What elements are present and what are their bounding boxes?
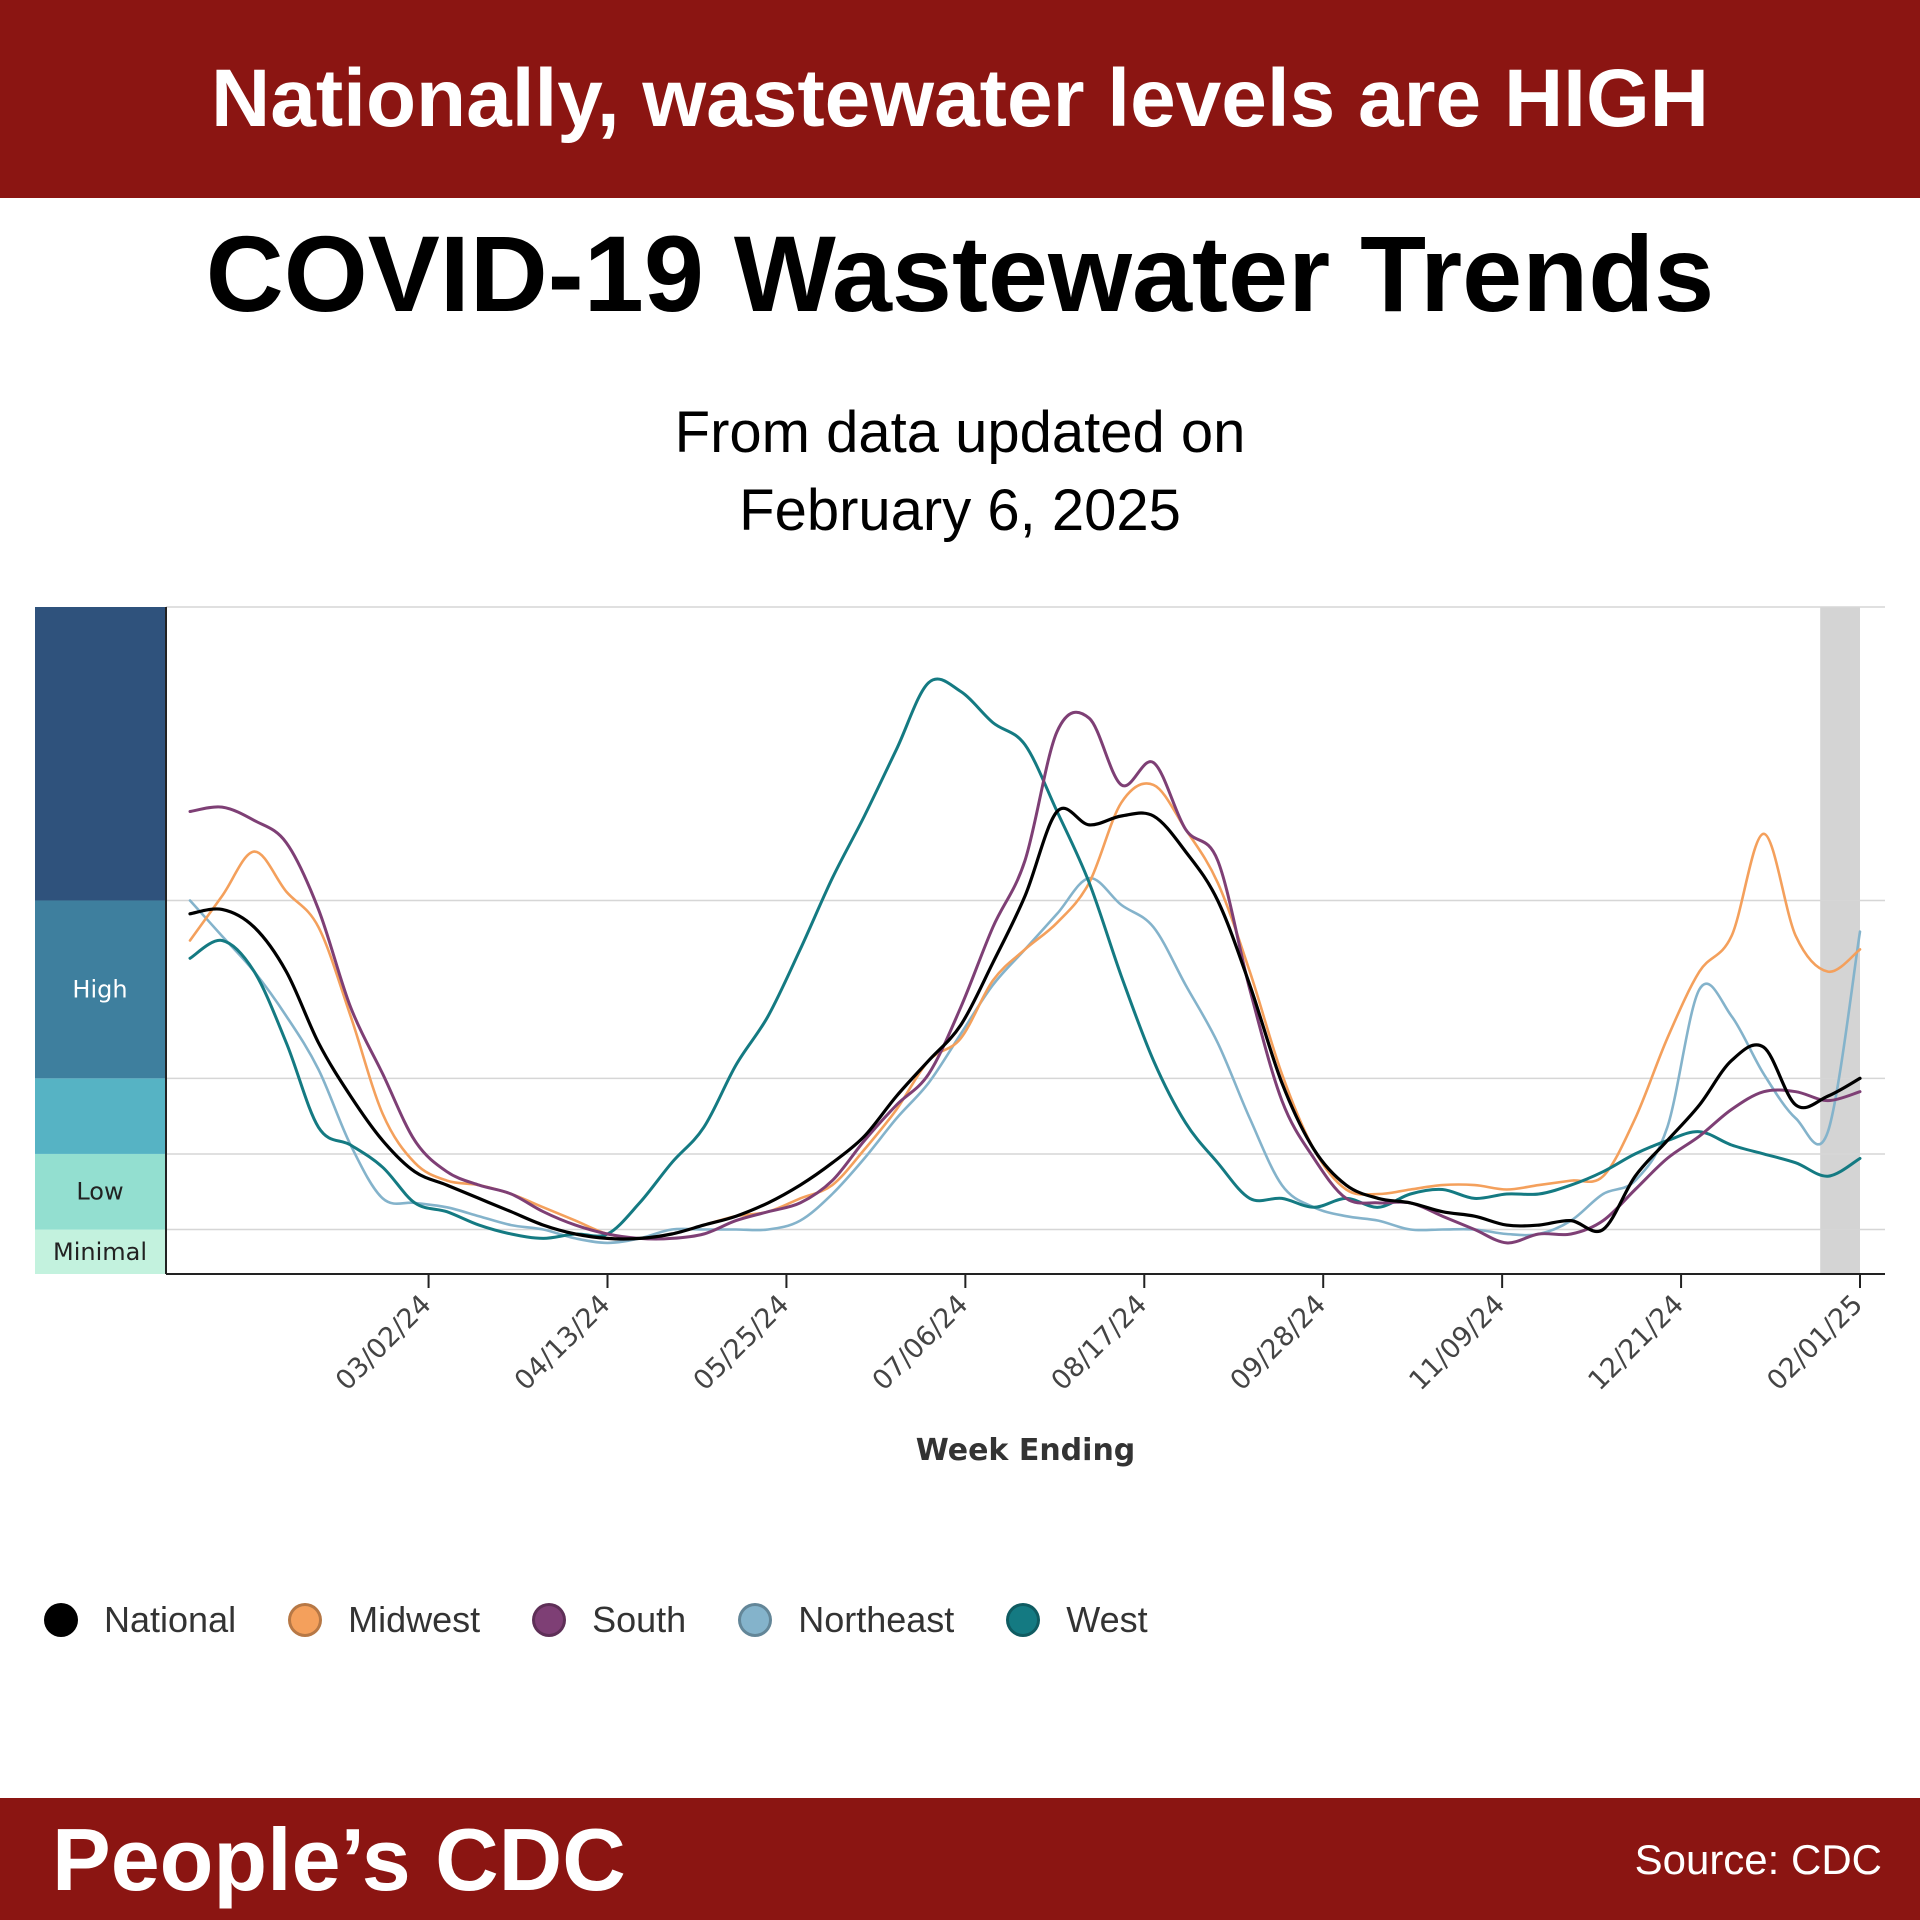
brand-logo-text: People’s CDC [52,1810,626,1909]
level-label-low: Low [76,1178,123,1206]
legend-label-west: West [1066,1599,1148,1640]
level-band-band-2 [35,1078,165,1154]
x-tick-label: 03/02/24 [330,1289,438,1397]
level-band-high [35,900,165,1079]
x-tick-label: 09/28/24 [1224,1289,1332,1397]
chart-legend: National Midwest South Northeast West [44,1590,1200,1650]
legend-item-west: West [1006,1599,1148,1641]
source-label: Source: CDC [1634,1836,1882,1883]
series-line-northeast [188,876,1862,1245]
incomplete-data-shading [1820,607,1860,1274]
x-tick-label: 05/25/24 [688,1289,796,1397]
legend-swatch-northeast [738,1603,773,1637]
level-band-band-4 [35,607,165,901]
bottom-banner: People’s CDC Source: CDC [0,1798,1920,1920]
legend-swatch-south [532,1603,567,1637]
top-banner: Nationally, wastewater levels are HIGH [0,0,1920,198]
x-tick-label: 08/17/24 [1046,1289,1154,1397]
legend-label-northeast: Northeast [798,1599,955,1640]
legend-item-national: National [44,1599,236,1641]
legend-swatch-west [1006,1603,1041,1637]
legend-swatch-national [44,1603,78,1637]
wastewater-line-chart: Minimal Low High 03/02/24 04/13/24 05/25/24 07… [35,606,1885,1468]
x-tick-label: 02/01/25 [1761,1289,1869,1397]
level-label-minimal: Minimal [53,1238,147,1266]
subtitle-line-1: From data updated on [674,400,1246,465]
x-axis-title: Week Ending [916,1433,1136,1468]
legend-label-south: South [592,1599,687,1640]
legend-item-midwest: Midwest [288,1599,480,1641]
legend-item-northeast: Northeast [738,1599,954,1641]
legend-label-midwest: Midwest [348,1599,481,1640]
subtitle: From data updated on February 6, 2025 [0,394,1920,550]
series-line-national [188,806,1862,1241]
x-tick-label: 11/09/24 [1403,1289,1511,1397]
legend-item-south: South [532,1599,686,1641]
x-tick-label: 07/06/24 [867,1289,975,1397]
level-band-low [35,1153,165,1230]
page-title: COVID-19 Wastewater Trends [205,213,1715,334]
level-band-minimal [35,1229,165,1274]
series-line-south [188,710,1862,1245]
subtitle-line-2: February 6, 2025 [739,478,1181,543]
level-label-high: High [72,975,127,1003]
series-line-midwest [188,782,1862,1240]
banner-text: Nationally, wastewater levels are HIGH [211,53,1709,144]
legend-swatch-midwest [288,1603,323,1637]
x-tick-label: 12/21/24 [1582,1289,1690,1397]
x-tick-label: 04/13/24 [509,1289,617,1397]
series-line-west [188,677,1862,1240]
legend-label-national: National [104,1599,237,1640]
